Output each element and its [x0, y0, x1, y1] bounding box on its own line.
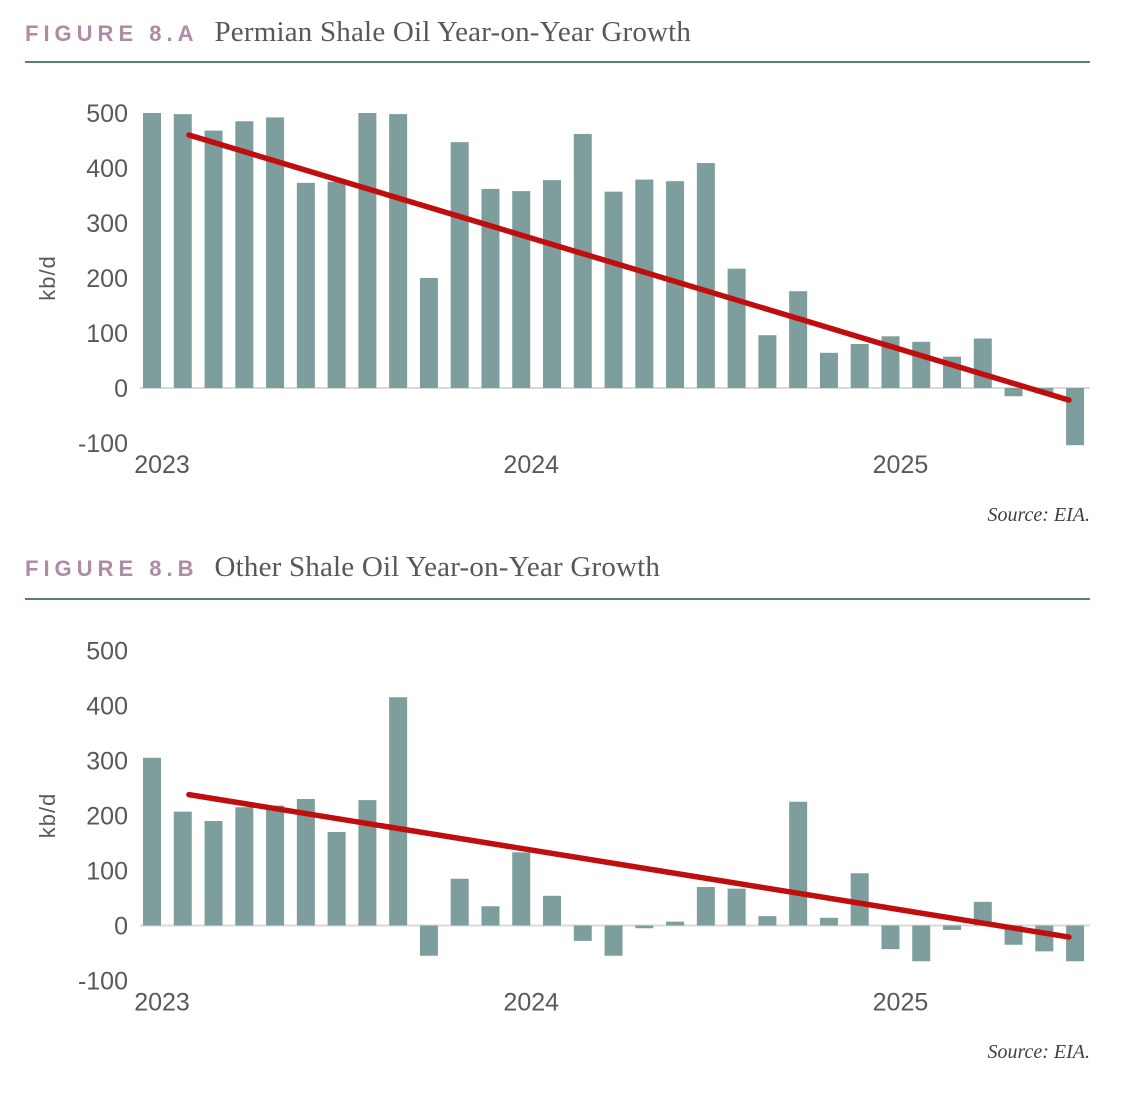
- x-tick-label: 2025: [873, 451, 929, 479]
- other-shale-growth-bar-chart: 500 400 300 200 100 0 -100 kb/d 2023 2024 2025: [35, 637, 1090, 1017]
- bar: [266, 805, 285, 926]
- bar: [973, 901, 992, 926]
- x-tick-label: 2023: [134, 451, 190, 479]
- bar: [758, 335, 777, 388]
- bar: [512, 191, 531, 388]
- bar: [481, 188, 500, 388]
- bar: [296, 799, 315, 926]
- permian-growth-bar-chart: 500 400 300 200 100 0 -100 kb/d 2023 2024 2025: [35, 100, 1090, 479]
- x-tick-label: 2024: [503, 451, 559, 479]
- bar: [635, 925, 654, 929]
- y-tick-label: 0: [114, 375, 128, 403]
- bar: [912, 341, 931, 388]
- y-tick-label: 200: [86, 265, 128, 293]
- bar: [604, 925, 623, 956]
- y-tick-label: 500: [86, 100, 128, 128]
- y-tick-label: 200: [86, 802, 128, 830]
- bar: [235, 807, 254, 926]
- bar: [419, 278, 438, 388]
- bar: [327, 181, 346, 388]
- bar: [666, 921, 685, 926]
- bar: [235, 121, 254, 388]
- bar: [1066, 388, 1085, 446]
- bar: [266, 117, 285, 389]
- y-axis-title: kb/d: [35, 255, 60, 301]
- x-tick-label: 2025: [873, 989, 929, 1017]
- figure-8b-header: FIGURE 8.B Other Shale Oil Year-on-Year …: [25, 551, 1090, 584]
- bar: [543, 895, 562, 926]
- y-tick-label: 300: [86, 747, 128, 775]
- bar: [204, 821, 223, 926]
- bar: [358, 113, 377, 388]
- bar: [819, 352, 838, 388]
- bar: [943, 925, 962, 930]
- bar: [481, 906, 500, 926]
- bar: [789, 291, 808, 388]
- bar: [973, 338, 992, 388]
- y-axis-title: kb/d: [35, 793, 60, 839]
- bar: [173, 114, 192, 388]
- bar: [543, 180, 562, 388]
- figure-8a-title: Permian Shale Oil Year-on-Year Growth: [214, 16, 692, 48]
- y-tick-label: 300: [86, 210, 128, 238]
- figure-8b-label: FIGURE 8.B: [25, 556, 199, 581]
- bar: [512, 852, 531, 926]
- bar: [696, 887, 715, 926]
- bar: [789, 801, 808, 926]
- bar: [573, 133, 592, 388]
- bar: [727, 268, 746, 388]
- y-tick-label: 400: [86, 692, 128, 720]
- bar: [1066, 925, 1085, 962]
- bar: [450, 878, 469, 926]
- y-tick-label: 500: [86, 637, 128, 665]
- y-tick-label: 100: [86, 857, 128, 885]
- bar: [173, 811, 192, 926]
- figure-8b-title: Other Shale Oil Year-on-Year Growth: [214, 551, 661, 583]
- y-tick-label: 0: [114, 912, 128, 940]
- bar: [850, 344, 869, 388]
- bar: [1004, 388, 1023, 397]
- y-tick-label: -100: [78, 967, 128, 995]
- figure-8a-header: FIGURE 8.A Permian Shale Oil Year-on-Yea…: [25, 16, 1090, 49]
- figure-8a-source-note: Source: EIA.: [987, 504, 1090, 526]
- y-tick-label: -100: [78, 430, 128, 458]
- bar: [143, 113, 161, 388]
- bar: [389, 697, 408, 926]
- bar: [850, 873, 869, 926]
- bar: [758, 916, 777, 926]
- bar: [573, 925, 592, 941]
- y-tick-label: 100: [86, 320, 128, 348]
- bar: [666, 181, 685, 388]
- trend-line: [186, 791, 1072, 940]
- bar: [881, 925, 900, 950]
- bar: [912, 925, 931, 962]
- bar: [419, 925, 438, 956]
- bar: [635, 179, 654, 388]
- trend-line: [186, 132, 1072, 403]
- bar: [327, 832, 346, 926]
- bar: [204, 130, 223, 388]
- bar: [696, 163, 715, 388]
- bar: [450, 142, 469, 388]
- x-tick-label: 2023: [134, 989, 190, 1017]
- bar: [296, 182, 315, 388]
- y-tick-label: 400: [86, 155, 128, 183]
- bar: [819, 917, 838, 926]
- figure-8a-divider-rule: [25, 61, 1090, 63]
- bar: [604, 191, 623, 388]
- bar: [727, 888, 746, 926]
- figure-8b-source-note: Source: EIA.: [987, 1041, 1090, 1063]
- bar: [358, 800, 377, 926]
- bar: [143, 757, 161, 926]
- figure-8b-divider-rule: [25, 598, 1090, 600]
- figure-8a-label: FIGURE 8.A: [25, 21, 199, 46]
- bar: [389, 114, 408, 388]
- x-tick-label: 2024: [503, 989, 559, 1017]
